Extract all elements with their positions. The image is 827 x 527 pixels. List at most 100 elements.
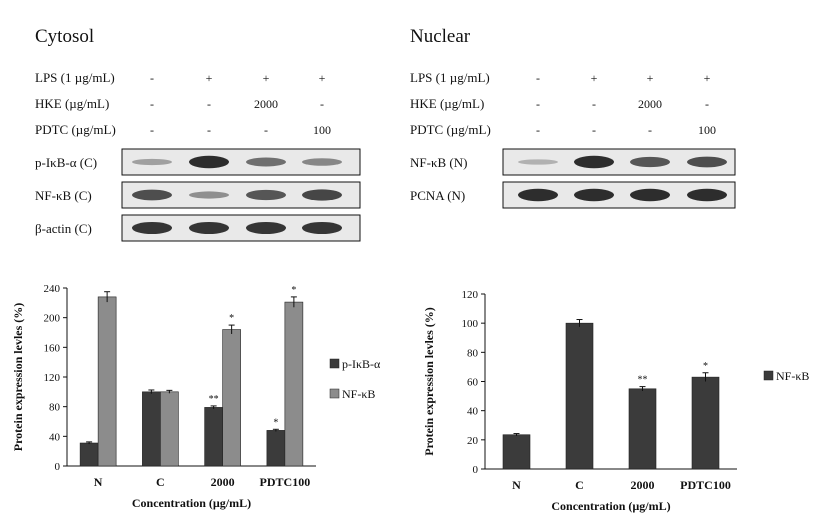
y-tick-label: 20 <box>467 435 479 447</box>
x-tick-label: 2000 <box>211 475 235 489</box>
bar <box>284 301 304 467</box>
blot-band <box>189 221 229 235</box>
condition-label: LPS (1 µg/mL) <box>410 70 490 85</box>
bar <box>142 391 161 467</box>
y-tick-label: 160 <box>44 342 61 354</box>
condition-label: PDTC (µg/mL) <box>35 122 116 137</box>
condition-value: + <box>206 71 213 85</box>
blot-label: NF-κB (C) <box>35 188 92 203</box>
condition-value: - <box>536 97 540 111</box>
significance-mark: * <box>703 361 708 372</box>
bar <box>502 434 531 470</box>
condition-value: 2000 <box>254 97 278 111</box>
panel-title: Cytosol <box>35 26 94 47</box>
blot-band <box>246 157 286 167</box>
x-tick-label: N <box>94 475 103 489</box>
legend-label: NF-κB <box>776 369 809 383</box>
legend-swatch <box>763 370 774 381</box>
y-tick-label: 0 <box>473 464 479 476</box>
y-tick-label: 60 <box>467 377 479 389</box>
condition-value: - <box>150 71 154 85</box>
blot-band <box>630 156 670 168</box>
bar <box>160 391 179 467</box>
y-tick-label: 240 <box>44 283 61 295</box>
panel-title: Nuclear <box>410 26 471 47</box>
condition-value: - <box>648 123 652 137</box>
blot-band <box>302 158 342 166</box>
blot-band <box>189 155 229 169</box>
blot-label: NF-κB (N) <box>410 155 467 170</box>
legend-swatch <box>329 388 340 399</box>
condition-value: - <box>536 123 540 137</box>
bar <box>97 296 117 467</box>
bar <box>204 407 223 467</box>
condition-value: + <box>263 71 270 85</box>
y-tick-label: 120 <box>462 289 479 301</box>
blot-band <box>574 155 614 169</box>
condition-value: - <box>592 97 596 111</box>
blot-band <box>302 189 342 201</box>
cytosol-blot-panel: Cytosol LPS (1 µg/mL) - + + + HKE (µg/mL) - - 200… <box>35 26 361 242</box>
condition-value: - <box>207 123 211 137</box>
y-axis-label: Protein expression levles (%) <box>422 307 436 456</box>
blot-band <box>574 188 614 202</box>
condition-value: 2000 <box>638 97 662 111</box>
y-tick-label: 100 <box>462 318 479 330</box>
significance-mark: ** <box>209 394 219 405</box>
condition-label: LPS (1 µg/mL) <box>35 70 115 85</box>
y-tick-label: 200 <box>44 313 61 325</box>
y-tick-label: 120 <box>44 372 61 384</box>
blot-band <box>687 188 727 202</box>
y-tick-label: 80 <box>49 402 61 414</box>
bar <box>222 329 241 467</box>
blot-band <box>687 156 727 168</box>
condition-value: + <box>647 71 654 85</box>
bar <box>691 376 720 470</box>
blot-band <box>189 191 229 199</box>
nuclear-blot-panel: Nuclear LPS (1 µg/mL) - + + + HKE (µg/mL) - - 200… <box>410 26 736 209</box>
x-axis-label: Concentration (µg/mL) <box>132 496 251 510</box>
blot-band <box>246 221 286 235</box>
blot-band <box>518 188 558 202</box>
x-tick-label: N <box>512 478 521 492</box>
condition-value: - <box>592 123 596 137</box>
condition-value: - <box>150 123 154 137</box>
blot-band <box>302 221 342 235</box>
condition-label: PDTC (µg/mL) <box>410 122 491 137</box>
y-tick-label: 0 <box>55 461 61 473</box>
condition-value: + <box>591 71 598 85</box>
x-tick-label: C <box>156 475 165 489</box>
blot-label: β-actin (C) <box>35 221 92 236</box>
blot-band <box>518 159 558 165</box>
blot-band <box>246 189 286 201</box>
condition-value: - <box>207 97 211 111</box>
blot-band <box>630 188 670 202</box>
y-tick-label: 40 <box>49 431 61 443</box>
condition-value: - <box>536 71 540 85</box>
blot-label: PCNA (N) <box>410 188 465 203</box>
bar <box>266 430 286 467</box>
condition-label: HKE (µg/mL) <box>410 96 484 111</box>
condition-value: - <box>264 123 268 137</box>
x-tick-label: C <box>575 478 584 492</box>
y-tick-label: 40 <box>467 406 479 418</box>
x-tick-label: PDTC100 <box>680 478 731 492</box>
condition-label: HKE (µg/mL) <box>35 96 109 111</box>
legend-label: NF-κB <box>342 387 375 401</box>
blot-frame <box>121 148 361 176</box>
x-tick-label: 2000 <box>631 478 655 492</box>
legend-swatch <box>329 358 340 369</box>
blot-band <box>132 221 172 235</box>
blot-band <box>132 189 172 201</box>
significance-mark: * <box>229 313 234 324</box>
x-axis-label: Concentration (µg/mL) <box>551 499 670 513</box>
blot-band <box>132 158 172 166</box>
bar <box>79 442 99 467</box>
condition-value: + <box>704 71 711 85</box>
bar <box>565 322 594 470</box>
condition-value: - <box>705 97 709 111</box>
significance-mark: * <box>291 285 296 296</box>
legend-label: p-IκB-α <box>342 357 381 371</box>
